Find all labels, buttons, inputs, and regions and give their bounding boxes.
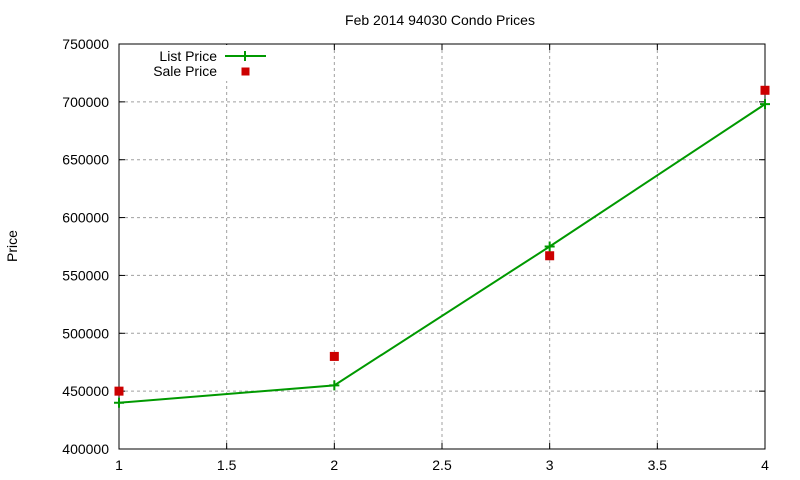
y-tick-label: 750000 [62, 36, 109, 52]
data-point-plus [544, 241, 555, 252]
data-point-plus [329, 380, 340, 391]
y-axis-ticks: 400000 450000 500000 550000 600000 650000 7000… [62, 36, 765, 457]
data-series [114, 85, 770, 408]
x-tick-label: 3 [546, 457, 554, 473]
y-tick-label: 500000 [62, 325, 109, 341]
data-point-square [114, 386, 124, 396]
legend-plus-marker [240, 51, 250, 61]
y-tick-label: 650000 [62, 152, 109, 168]
legend-label: List Price [159, 48, 217, 64]
x-tick-label: 1 [115, 457, 123, 473]
x-axis-ticks: 1 1.5 2 2.5 3 3.5 4 [115, 44, 769, 473]
x-tick-label: 1.5 [217, 457, 237, 473]
x-tick-label: 4 [761, 457, 769, 473]
legend-square-marker [241, 67, 250, 76]
chart-title: Feb 2014 94030 Condo Prices [345, 12, 535, 28]
grid-lines [119, 44, 765, 449]
series-list-price [114, 99, 770, 408]
series-line [118, 103, 766, 404]
y-tick-label: 550000 [62, 267, 109, 283]
y-tick-label: 700000 [62, 94, 109, 110]
x-tick-label: 2 [330, 457, 338, 473]
legend-label: Sale Price [153, 63, 217, 79]
y-tick-label: 400000 [62, 441, 109, 457]
data-point-square [329, 351, 339, 361]
data-point-plus [760, 99, 770, 110]
series-sale-price [114, 85, 770, 396]
data-point-square [760, 85, 770, 95]
x-tick-label: 2.5 [432, 457, 452, 473]
y-tick-label: 600000 [62, 210, 109, 226]
x-tick-label: 3.5 [648, 457, 668, 473]
data-point-square [545, 251, 555, 261]
data-point-plus [114, 397, 124, 408]
y-tick-label: 450000 [62, 383, 109, 399]
